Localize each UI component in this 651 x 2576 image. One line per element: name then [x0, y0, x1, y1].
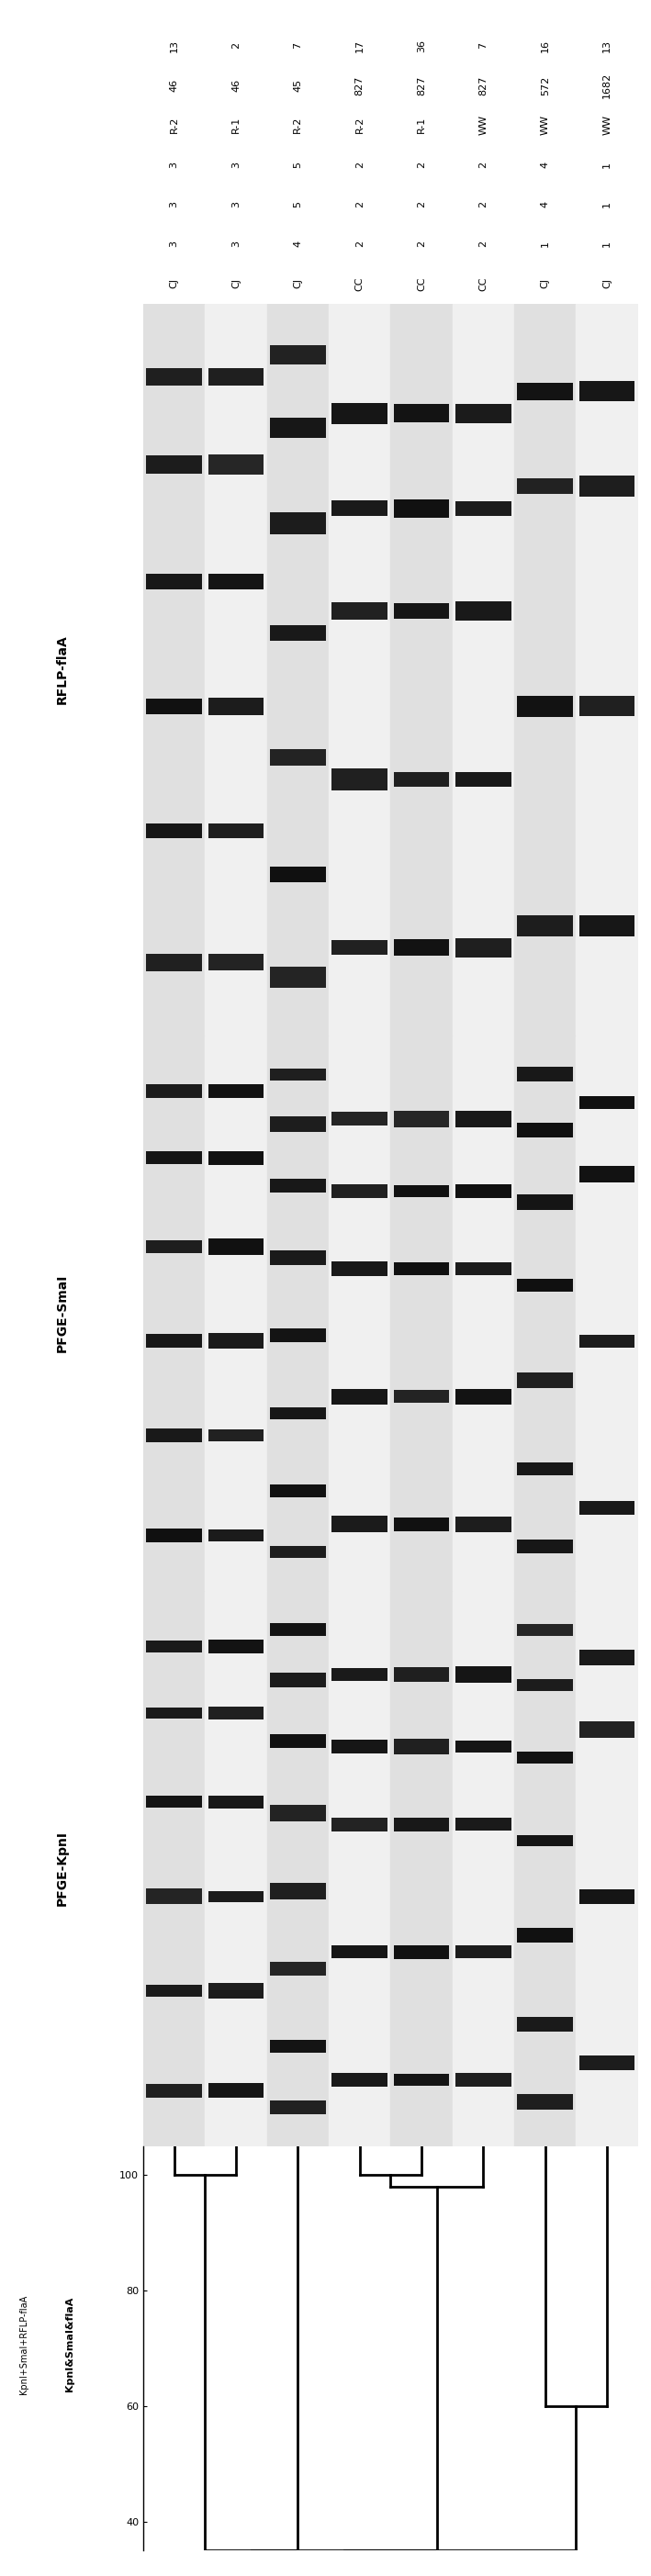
Text: CJ: CJ	[169, 278, 179, 289]
Bar	[329, 1036, 391, 1592]
Bar	[143, 304, 205, 1036]
Text: 4: 4	[293, 240, 303, 247]
Text: 2: 2	[417, 201, 426, 209]
Text: WW: WW	[478, 116, 488, 134]
Bar	[391, 304, 452, 1036]
Bar	[514, 304, 576, 1036]
Text: 2: 2	[417, 162, 426, 167]
Text: 5: 5	[293, 201, 303, 209]
Text: WW: WW	[602, 116, 612, 134]
Text: KpnI+SmaI+RFLP-flaA: KpnI+SmaI+RFLP-flaA	[20, 2295, 29, 2393]
Text: 1: 1	[602, 201, 612, 209]
Text: 36: 36	[417, 39, 426, 52]
Text: 2: 2	[478, 162, 488, 167]
Bar	[576, 304, 638, 1036]
Text: 2: 2	[355, 162, 365, 167]
Text: 2: 2	[478, 201, 488, 209]
Bar	[452, 1036, 514, 1592]
Bar	[329, 1592, 391, 2146]
Text: 3: 3	[231, 201, 241, 209]
Bar	[391, 1592, 452, 2146]
Text: 45: 45	[293, 80, 303, 93]
Text: 827: 827	[417, 75, 426, 95]
Bar	[576, 1036, 638, 1592]
Bar	[391, 1036, 452, 1592]
Bar	[452, 304, 514, 1036]
Text: 4: 4	[540, 162, 550, 167]
Text: R-1: R-1	[231, 116, 241, 134]
Text: CC: CC	[355, 276, 365, 291]
Text: 7: 7	[478, 41, 488, 49]
Bar	[205, 304, 267, 1036]
Text: 1: 1	[602, 162, 612, 167]
Text: CC: CC	[417, 276, 426, 291]
Bar	[143, 1592, 205, 2146]
Text: 13: 13	[602, 39, 612, 52]
Text: CJ: CJ	[540, 278, 550, 289]
Bar	[267, 1592, 329, 2146]
Text: 3: 3	[231, 240, 241, 247]
Bar	[267, 1036, 329, 1592]
Text: CJ: CJ	[602, 278, 612, 289]
Text: KpnI&SmaI&flaA: KpnI&SmaI&flaA	[65, 2298, 74, 2391]
Text: PFGE-KpnI: PFGE-KpnI	[56, 1832, 69, 1906]
Text: 17: 17	[355, 39, 365, 52]
Text: RFLP-flaA: RFLP-flaA	[56, 634, 69, 703]
Bar	[329, 304, 391, 1036]
Text: 1: 1	[540, 240, 550, 247]
Bar	[205, 1036, 267, 1592]
Text: CC: CC	[478, 276, 488, 291]
Bar	[205, 1592, 267, 2146]
Text: 3: 3	[169, 162, 179, 167]
Text: 3: 3	[231, 162, 241, 167]
Bar	[452, 1592, 514, 2146]
Text: 2: 2	[355, 240, 365, 247]
Text: 46: 46	[231, 80, 241, 93]
Text: 3: 3	[169, 240, 179, 247]
Text: R-1: R-1	[417, 116, 426, 134]
Text: R-2: R-2	[169, 116, 179, 134]
Text: 827: 827	[478, 75, 488, 95]
Text: PFGE-SmaI: PFGE-SmaI	[56, 1275, 69, 1352]
Text: 572: 572	[540, 75, 550, 95]
Text: 3: 3	[169, 201, 179, 209]
Text: 1: 1	[602, 240, 612, 247]
Text: 16: 16	[540, 39, 550, 52]
Text: 1682: 1682	[602, 72, 612, 98]
Text: 5: 5	[293, 162, 303, 167]
Text: 2: 2	[355, 201, 365, 209]
Text: CJ: CJ	[231, 278, 241, 289]
Bar	[514, 1592, 576, 2146]
Text: R-2: R-2	[293, 116, 303, 134]
Text: 13: 13	[169, 39, 179, 52]
Text: WW: WW	[540, 116, 550, 134]
Text: 7: 7	[293, 41, 303, 49]
Text: 2: 2	[417, 240, 426, 247]
Bar	[267, 304, 329, 1036]
Text: 2: 2	[478, 240, 488, 247]
Bar	[143, 1036, 205, 1592]
Bar	[514, 1036, 576, 1592]
Bar	[576, 1592, 638, 2146]
Text: 4: 4	[540, 201, 550, 209]
Text: 46: 46	[169, 80, 179, 93]
Text: 2: 2	[231, 41, 241, 49]
Text: R-2: R-2	[355, 116, 365, 134]
Text: CJ: CJ	[293, 278, 303, 289]
Text: 827: 827	[355, 75, 365, 95]
